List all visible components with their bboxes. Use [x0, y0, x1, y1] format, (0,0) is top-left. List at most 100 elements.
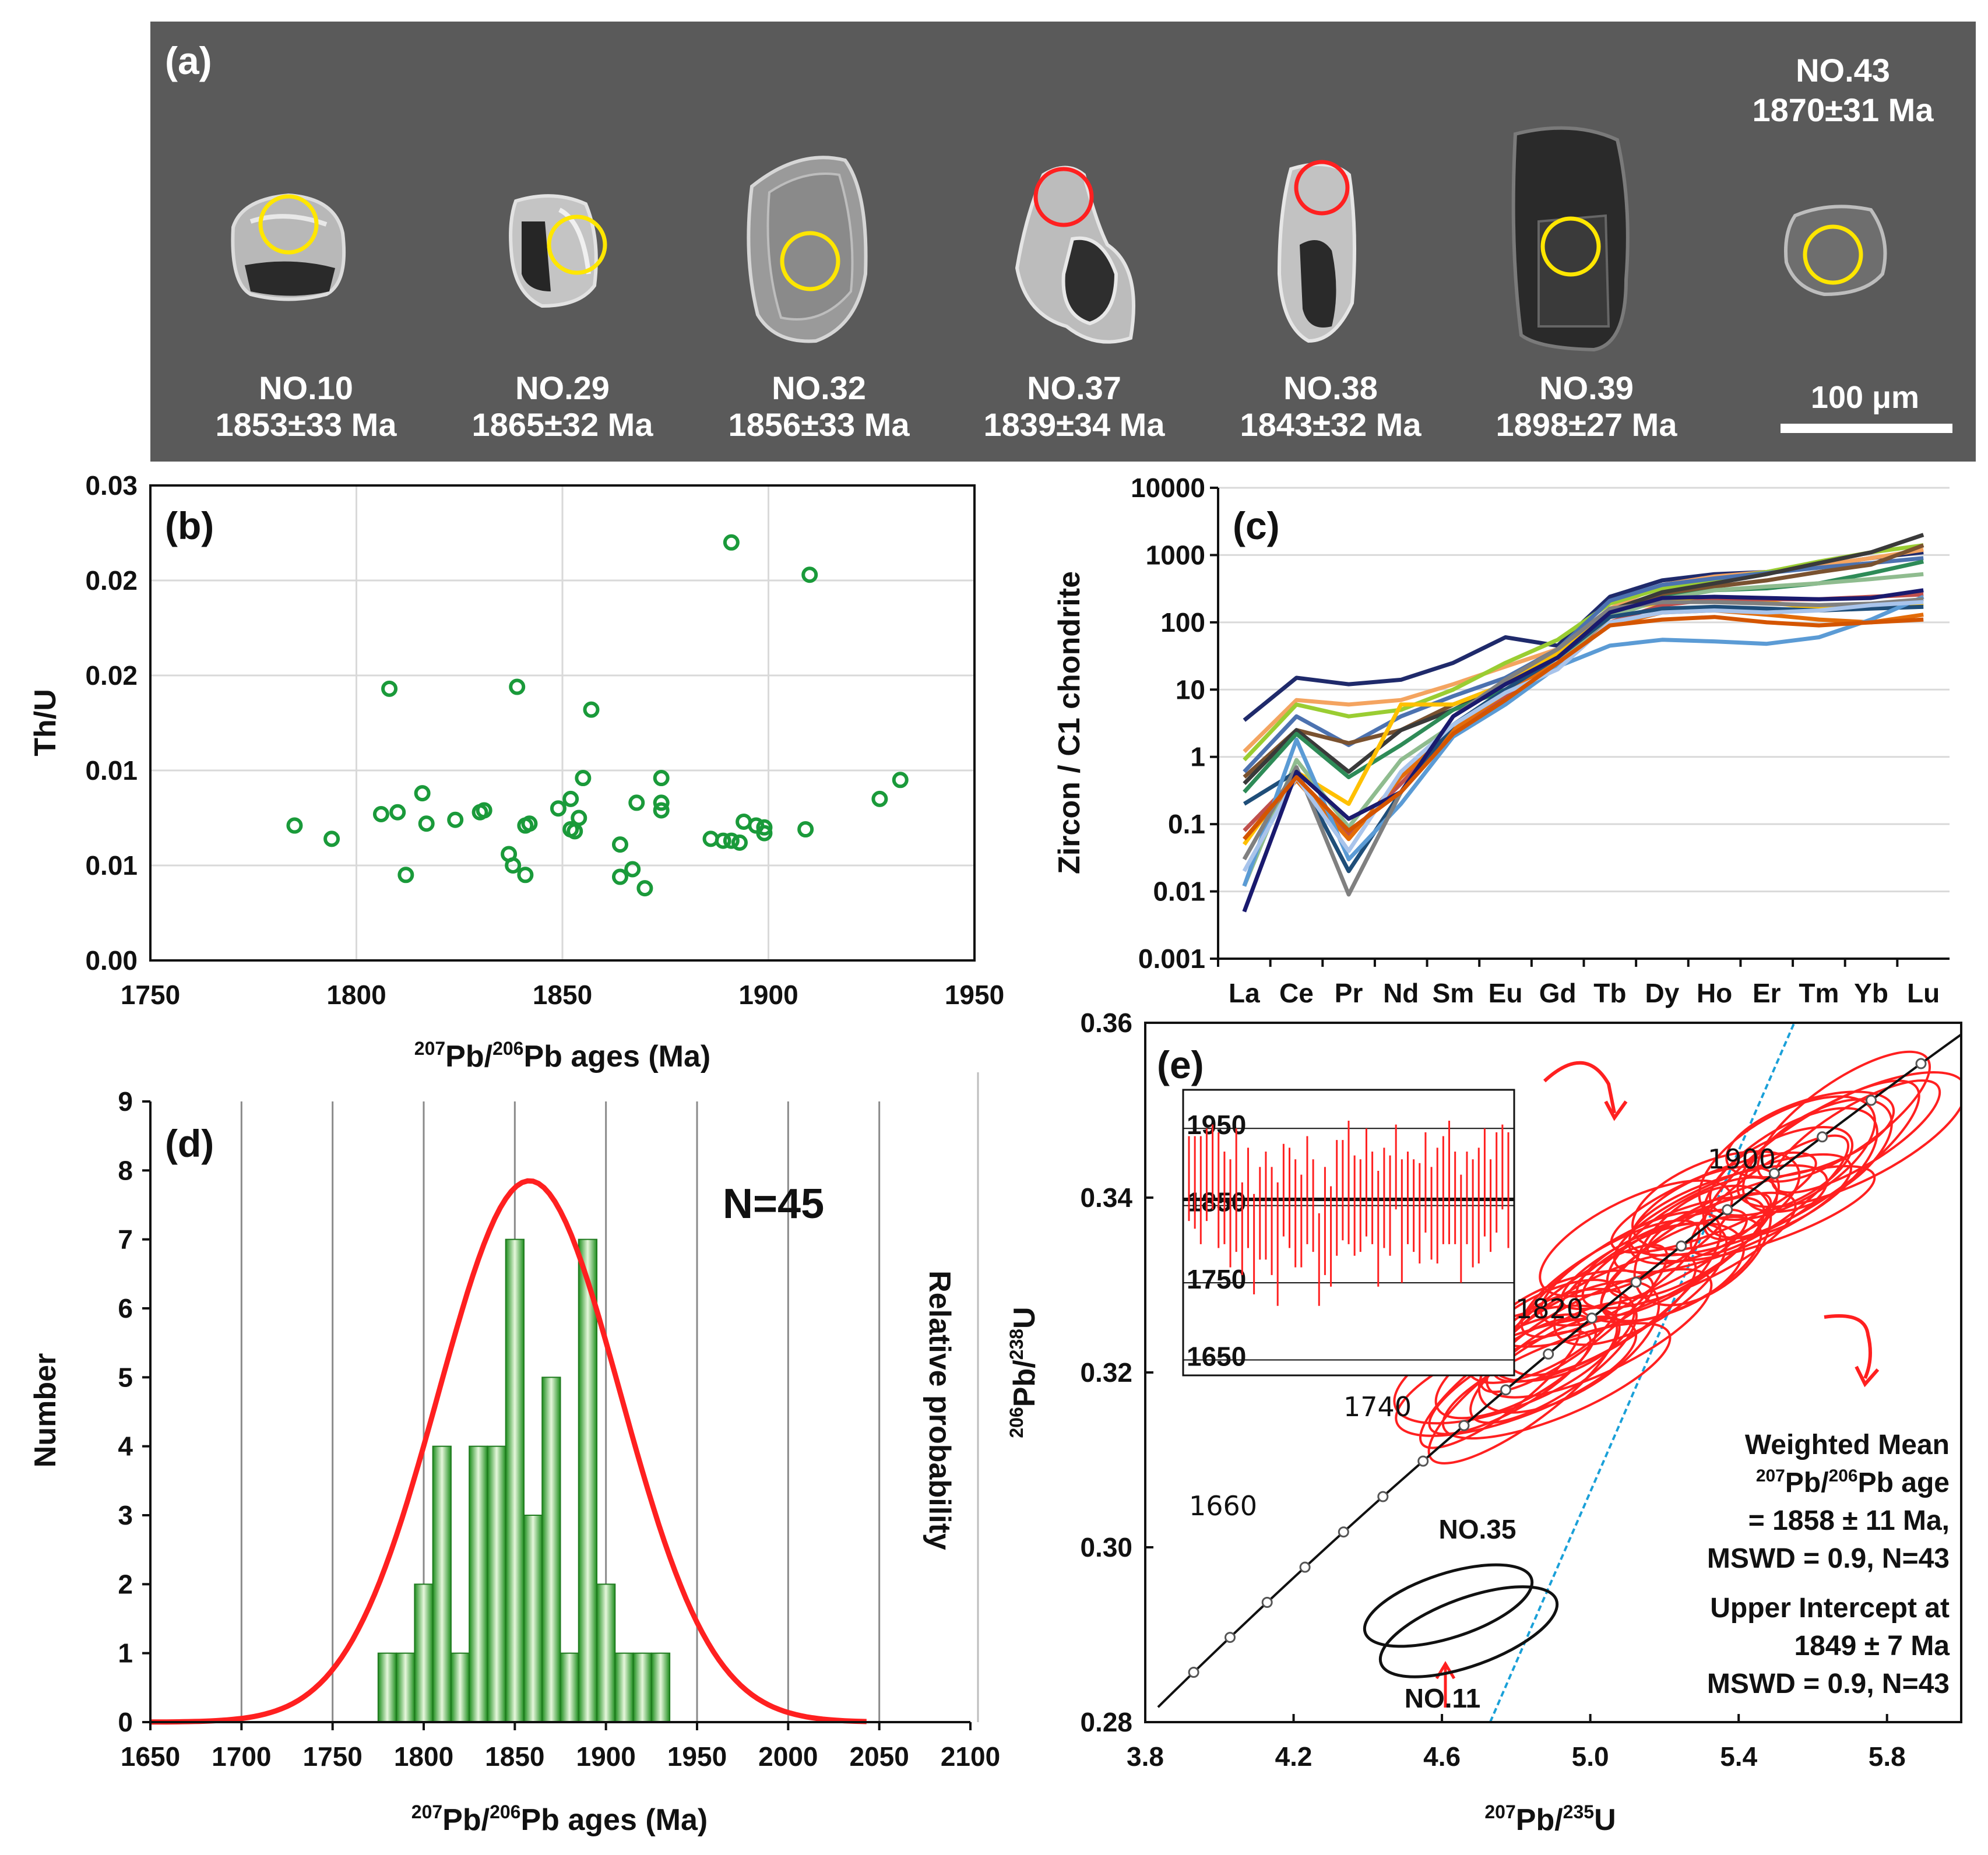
spot-no39	[1540, 216, 1601, 277]
y-tick-label: 1000	[1146, 540, 1205, 570]
grain-name-no43: NO.43	[1796, 52, 1890, 89]
panel-b-x-axis-label: 207Pb/206Pb ages (Ma)	[414, 1038, 710, 1073]
y-tick-label: 0.36	[1080, 1008, 1132, 1038]
zircon-grain-no37	[1015, 166, 1135, 344]
grain-age-no38: 1843±32 Ma	[1240, 406, 1422, 443]
x-tick-label: Gd	[1539, 978, 1577, 1008]
data-point	[575, 770, 592, 787]
concordia-age-marker	[1458, 1420, 1470, 1431]
analysis-ellipse	[1736, 1071, 1961, 1208]
discordia-line	[1489, 1023, 1796, 1722]
x-tick-label: 1750	[121, 980, 180, 1010]
y-tick-label: 0.02	[85, 660, 138, 691]
outlier-ellipses	[1363, 1563, 1559, 1678]
y-tick-label: 10	[1176, 674, 1205, 705]
panel-c-grid	[1218, 487, 1950, 893]
grain-age-no29: 1865±32 Ma	[472, 406, 654, 443]
histogram-bar	[614, 1652, 634, 1723]
panel-c-ree-pattern: (c) 0.001 0.01 0.1 1 10 100 1000 10000 La Ce Pr Nd S…	[1053, 473, 1950, 1008]
y-tick-label: 0.02	[85, 565, 138, 596]
x-tick-label: Dy	[1645, 978, 1680, 1008]
data-point	[611, 868, 628, 885]
histogram-bar	[541, 1377, 561, 1723]
concordia-age-marker	[1865, 1094, 1877, 1106]
y-tick-label: 0.01	[1153, 877, 1205, 907]
analysis-ellipse	[1633, 1184, 1772, 1307]
upper-intercept-mswd: MSWD = 0.9, N=43	[1707, 1669, 1950, 1699]
data-point	[389, 804, 406, 821]
concordia-age-marker	[1676, 1240, 1687, 1252]
ree-series-line	[1243, 543, 1924, 762]
y-tick-label: 9	[118, 1086, 133, 1117]
x-tick-label: 4.6	[1423, 1741, 1461, 1772]
zircon-grain-no38	[1277, 163, 1356, 343]
x-tick-label: 1800	[394, 1741, 453, 1772]
panel-d-right-axis-label: Relative probability	[923, 1270, 956, 1550]
x-tick-label: 2100	[941, 1741, 1000, 1772]
concordia-age-marker	[1417, 1455, 1429, 1467]
x-tick-label: 2000	[758, 1741, 818, 1772]
data-point	[892, 772, 909, 789]
data-point	[583, 701, 600, 718]
histogram-bar	[650, 1652, 671, 1723]
concordia-age-marker	[1630, 1276, 1642, 1288]
data-point	[636, 880, 653, 897]
x-tick-label: 1750	[302, 1741, 362, 1772]
probability-curve	[150, 1178, 867, 1725]
grain-name-no29: NO.29	[515, 369, 610, 406]
histogram-bar	[487, 1445, 506, 1723]
x-tick-label: 5.8	[1869, 1741, 1906, 1772]
inset-tick-label: 1950	[1187, 1110, 1246, 1140]
panel-b-y-axis-label: Th/U	[29, 689, 62, 756]
arrow-right-head	[1855, 1365, 1880, 1388]
grain-age-no10: 1853±33 Ma	[216, 406, 397, 443]
panel-b-points	[286, 534, 909, 897]
spot-no29	[547, 214, 607, 275]
x-tick-label: Tb	[1593, 978, 1626, 1008]
x-tick-label: 1900	[738, 980, 798, 1010]
panel-b-grid	[149, 484, 976, 962]
ree-series-line	[1242, 594, 1924, 887]
histogram-bar	[432, 1445, 452, 1723]
y-tick-label: 3	[118, 1500, 133, 1530]
weighted-mean-value: = 1858 ± 11 Ma,	[1748, 1505, 1950, 1536]
y-tick-label: 0.30	[1080, 1532, 1132, 1562]
arrow-top-head	[1604, 1100, 1628, 1121]
inset-tick-label: 1650	[1187, 1342, 1246, 1372]
scale-bar-label: 100 μm	[1811, 380, 1919, 415]
sample-count: N=45	[723, 1181, 824, 1227]
weighted-mean-title: Weighted Mean	[1745, 1430, 1950, 1460]
panel-a-label: (a)	[165, 39, 212, 82]
panel-c-ticks: 0.001 0.01 0.1 1 10 100 1000 10000 La Ce Pr Nd Sm Eu G…	[1131, 473, 1940, 1008]
data-point	[653, 770, 670, 787]
spot-no38	[1294, 160, 1350, 216]
histogram-bar	[523, 1515, 543, 1723]
x-tick-label: 5.4	[1720, 1741, 1757, 1772]
data-point	[624, 861, 641, 878]
y-tick-label: 1	[118, 1638, 133, 1669]
data-point	[550, 800, 567, 817]
histogram-bar	[396, 1652, 416, 1723]
x-tick-label: Ho	[1697, 978, 1732, 1008]
x-tick-label: 4.2	[1275, 1741, 1313, 1772]
x-tick-label: 1950	[667, 1741, 727, 1772]
x-tick-label: 1850	[485, 1741, 544, 1772]
concordia-age-marker	[1768, 1167, 1780, 1179]
y-tick-label: 0.01	[85, 755, 138, 786]
concordia-age-marker	[1586, 1312, 1598, 1324]
data-point	[397, 867, 414, 883]
grain-age-no37: 1839±34 Ma	[984, 406, 1166, 443]
panel-d-age-histogram: (d) N=45 1650 1700 1750 1800 1850 1900 1950 200…	[29, 1072, 1000, 1837]
data-point	[323, 830, 340, 847]
data-point	[715, 832, 731, 849]
data-point	[509, 678, 526, 695]
x-tick-label: Tm	[1799, 978, 1839, 1008]
data-point	[756, 825, 773, 842]
ree-series-line	[1242, 588, 1924, 913]
y-tick-label: 7	[118, 1224, 133, 1255]
data-point	[801, 566, 818, 583]
histogram-bar	[377, 1652, 397, 1723]
ree-series-line	[1243, 556, 1924, 773]
x-tick-label: 1850	[533, 980, 592, 1010]
